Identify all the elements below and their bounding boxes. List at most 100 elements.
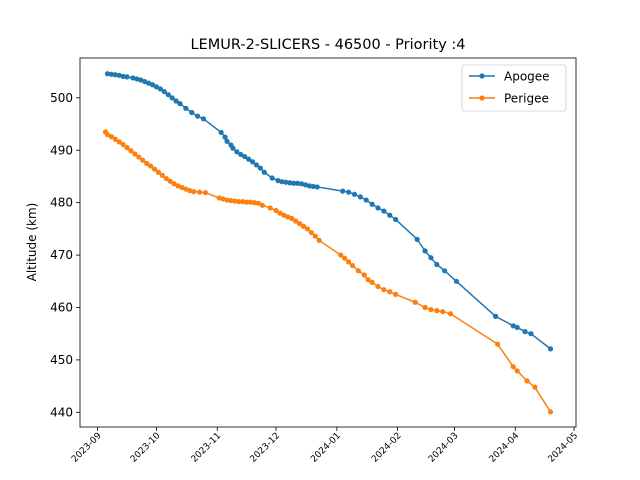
chart-title: LEMUR-2-SLICERS - 46500 - Priority :4 (190, 37, 465, 53)
legend-marker (479, 95, 485, 101)
data-point (246, 156, 252, 162)
data-point (255, 200, 261, 206)
data-point (349, 262, 356, 269)
data-point (412, 299, 418, 305)
data-point (132, 151, 138, 157)
data-point (547, 346, 554, 352)
data-point (414, 236, 420, 242)
data-point (310, 183, 316, 190)
data-point (269, 175, 275, 181)
data-point (369, 201, 375, 207)
data-point (289, 215, 295, 221)
data-point (116, 139, 122, 145)
data-point (142, 78, 148, 85)
data-point (112, 72, 118, 78)
data-point (422, 304, 428, 311)
data-point (138, 77, 144, 83)
data-point (253, 162, 260, 168)
legend-item-apogee: Apogee (469, 70, 550, 84)
data-point (159, 172, 165, 179)
plot-area (102, 71, 554, 415)
data-point (116, 72, 122, 78)
data-point (434, 308, 440, 314)
data-point (345, 259, 352, 265)
data-point (510, 364, 516, 370)
y-tick-label: 490 (50, 143, 73, 157)
data-point (140, 157, 146, 163)
data-point (442, 268, 448, 274)
data-point (234, 149, 240, 155)
data-point (440, 309, 446, 315)
series-line (104, 131, 552, 413)
data-point (136, 154, 142, 160)
data-point (259, 202, 265, 208)
x-tick-label: 2023-09 (70, 431, 104, 465)
data-point (547, 409, 554, 415)
data-point (345, 189, 352, 195)
data-point (338, 252, 344, 258)
data-point (247, 199, 254, 205)
data-point (236, 199, 242, 205)
data-point (532, 384, 538, 390)
series-apogee (104, 71, 554, 352)
y-tick-label: 500 (50, 91, 73, 105)
data-point (155, 169, 162, 175)
data-point (381, 208, 387, 214)
data-point (240, 199, 246, 205)
data-point (494, 341, 501, 347)
data-point (514, 368, 520, 374)
data-point (308, 229, 314, 236)
data-point (195, 113, 201, 119)
y-axis-label: Altitude (km) (25, 203, 39, 282)
data-point (218, 129, 224, 136)
data-point (128, 148, 134, 154)
data-point (108, 134, 114, 140)
data-point (167, 178, 173, 184)
data-point (363, 197, 369, 203)
y-tick-label: 450 (50, 353, 73, 367)
y-tick-label: 440 (50, 405, 73, 419)
data-point (357, 194, 363, 200)
data-point (161, 88, 167, 95)
data-point (183, 105, 189, 111)
data-point (130, 75, 136, 81)
data-point (387, 289, 393, 295)
y-tick-label: 470 (50, 248, 73, 262)
data-point (149, 82, 156, 88)
data-point (216, 195, 222, 201)
data-point (355, 268, 361, 274)
data-point (295, 180, 301, 186)
data-point (202, 190, 209, 196)
data-point (191, 189, 197, 195)
data-point (283, 179, 289, 185)
data-point (493, 313, 499, 319)
data-point (510, 323, 516, 329)
data-point (251, 200, 258, 206)
data-point (300, 223, 307, 229)
legend-label: Apogee (504, 70, 550, 84)
data-point (528, 331, 534, 337)
data-point (314, 184, 320, 190)
data-point (275, 178, 281, 184)
data-point (453, 278, 460, 284)
x-tick-label: 2023-11 (190, 431, 224, 465)
data-point (296, 221, 303, 227)
data-point (422, 248, 428, 254)
data-point (524, 378, 530, 384)
data-point (375, 205, 381, 211)
data-point (120, 73, 126, 79)
data-point (298, 181, 305, 187)
series-line (107, 72, 551, 350)
data-point (428, 306, 434, 313)
data-point (144, 160, 150, 166)
data-point (165, 92, 171, 98)
data-point (146, 80, 152, 86)
data-point (447, 311, 454, 317)
data-point (120, 141, 126, 148)
data-point (157, 86, 163, 92)
data-point (147, 163, 154, 169)
data-point (375, 283, 381, 290)
data-point (177, 101, 183, 107)
data-point (302, 182, 309, 188)
